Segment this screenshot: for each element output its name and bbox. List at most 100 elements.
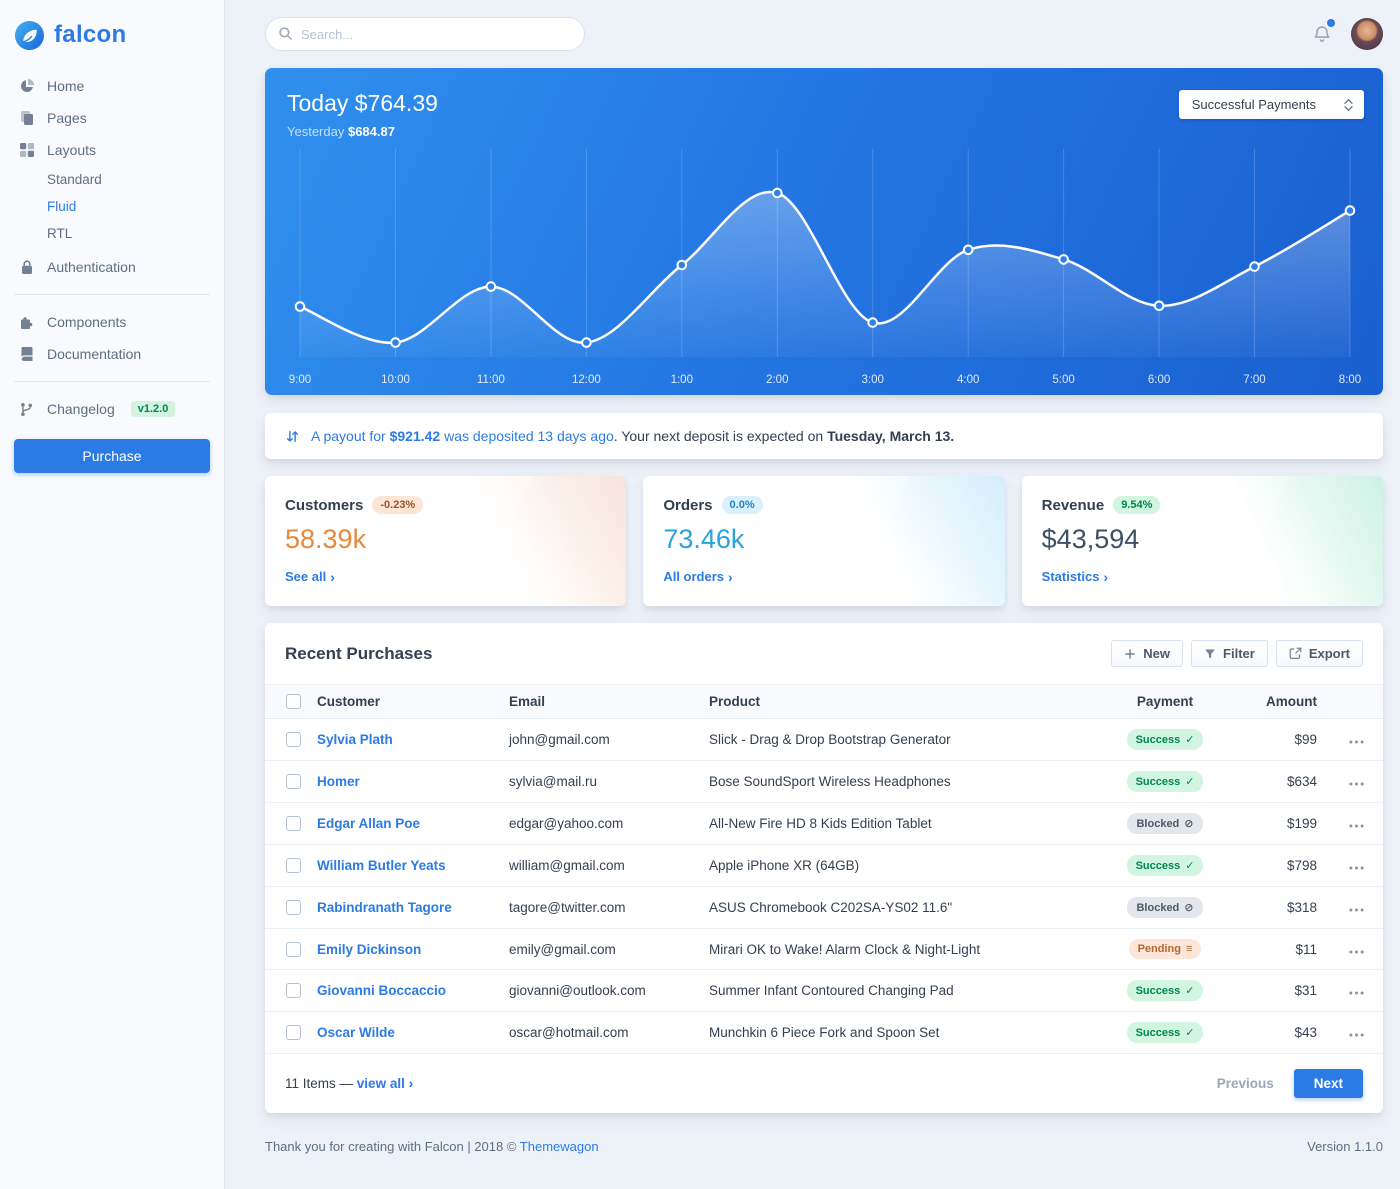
avatar[interactable] (1351, 18, 1383, 50)
row-checkbox[interactable] (286, 900, 301, 915)
sidebar-divider (14, 294, 210, 295)
table-row: Homer sylvia@mail.ru Bose SoundSport Wirel… (265, 760, 1383, 803)
payment-status-badge: Success ✓ (1126, 855, 1204, 876)
payment-status-badge: Success ✓ (1126, 980, 1204, 1001)
view-all-link[interactable]: view all › (356, 1075, 414, 1091)
customer-link[interactable]: Homer (317, 774, 360, 789)
recent-purchases-card: Recent Purchases New Filter Export Custome… (265, 623, 1383, 1113)
sidebar: falcon Home Pages Layouts Standard Fluid RTL A… (0, 0, 225, 1189)
amount-cell: $634 (1241, 760, 1329, 803)
footer-version: Version 1.1.0 (1307, 1139, 1383, 1154)
lock-icon (18, 259, 35, 275)
column-header-product: Product (697, 684, 1089, 719)
svg-text:3:00: 3:00 (862, 374, 884, 386)
sidebar-item-documentation[interactable]: Documentation (14, 338, 210, 370)
customer-link[interactable]: Rabindranath Tagore (317, 900, 452, 915)
filter-icon (1204, 648, 1216, 660)
row-checkbox[interactable] (286, 941, 301, 957)
stat-link-see-all[interactable]: See all › (285, 568, 335, 585)
customer-link[interactable]: William Butler Yeats (317, 858, 446, 873)
brand[interactable]: falcon (14, 0, 210, 70)
payout-arrows-icon (285, 429, 300, 444)
row-actions-button[interactable] (1346, 905, 1367, 915)
payments-type-select[interactable]: Successful Payments (1178, 90, 1364, 119)
payout-banner: A payout for $921.42 was deposited 13 da… (265, 413, 1383, 459)
stat-link-statistics[interactable]: Statistics › (1041, 568, 1109, 585)
row-checkbox[interactable] (286, 1025, 301, 1040)
stream-icon: ≡ (1185, 943, 1193, 955)
stat-link-all-orders[interactable]: All orders › (663, 568, 733, 585)
main-content: Today $764.39 Yesterday $684.87 Successf… (225, 0, 1400, 1189)
sidebar-item-label: Layouts (47, 142, 97, 158)
sidebar-item-changelog[interactable]: Changelog v1.2.0 (14, 393, 210, 425)
row-actions-button[interactable] (1346, 1030, 1367, 1040)
plus-icon (1124, 648, 1136, 660)
svg-text:7:00: 7:00 (1243, 374, 1265, 386)
customer-link[interactable]: Edgar Allan Poe (317, 816, 421, 831)
sidebar-item-layouts[interactable]: Layouts (14, 134, 210, 166)
items-count: 11 Items — view all › (285, 1075, 414, 1091)
sidebar-submenu-layouts: Standard Fluid RTL (14, 166, 210, 251)
sidebar-item-components[interactable]: Components (14, 306, 210, 338)
svg-text:5:00: 5:00 (1052, 374, 1074, 386)
sidebar-item-fluid[interactable]: Fluid (47, 199, 77, 214)
sidebar-item-standard[interactable]: Standard (47, 172, 102, 187)
sidebar-nav: Home Pages Layouts Standard Fluid RTL Authenti… (14, 70, 210, 425)
svg-text:9:00: 9:00 (289, 374, 311, 386)
new-button[interactable]: New (1111, 640, 1184, 667)
row-actions-button[interactable] (1346, 821, 1367, 831)
row-checkbox[interactable] (286, 774, 301, 789)
customer-link[interactable]: Giovanni Boccaccio (317, 983, 447, 998)
ban-icon: ⊘ (1184, 818, 1194, 830)
falcon-logo-icon (14, 20, 45, 51)
email-cell: john@gmail.com (497, 718, 697, 761)
sidebar-item-label: Documentation (47, 346, 142, 362)
customer-link[interactable]: Sylvia Plath (317, 732, 393, 747)
row-actions-button[interactable] (1346, 863, 1367, 873)
row-checkbox[interactable] (286, 858, 301, 873)
svg-text:8:00: 8:00 (1339, 374, 1361, 386)
payment-status-badge: Blocked ⊘ (1127, 813, 1203, 834)
product-cell: Apple iPhone XR (64GB) (697, 844, 1089, 887)
table-row: Edgar Allan Poe edgar@yahoo.com All-New Fi… (265, 802, 1383, 845)
svg-text:6:00: 6:00 (1148, 374, 1170, 386)
customer-link[interactable]: Oscar Wilde (317, 1025, 395, 1040)
bell-icon (1313, 25, 1331, 43)
previous-button[interactable]: Previous (1216, 1076, 1274, 1091)
row-actions-button[interactable] (1346, 988, 1367, 998)
row-actions-button[interactable] (1346, 779, 1367, 789)
sidebar-item-pages[interactable]: Pages (14, 102, 210, 134)
purchase-button[interactable]: Purchase (14, 439, 210, 473)
search-input[interactable] (265, 17, 585, 51)
sidebar-item-rtl[interactable]: RTL (47, 226, 73, 241)
export-button[interactable]: Export (1275, 640, 1363, 667)
stat-title: Orders (663, 496, 713, 514)
filter-button[interactable]: Filter (1191, 640, 1268, 667)
chevron-right-icon: › (728, 568, 733, 585)
payout-link[interactable]: A payout for $921.42 was deposited 13 da… (311, 428, 614, 444)
table-row: Oscar Wilde oscar@hotmail.com Munchkin 6 P… (265, 1011, 1383, 1054)
themewagon-link[interactable]: Themewagon (519, 1139, 599, 1154)
customer-link[interactable]: Emily Dickinson (317, 941, 422, 957)
select-all-checkbox[interactable] (286, 694, 301, 709)
sidebar-item-home[interactable]: Home (14, 70, 210, 102)
row-checkbox[interactable] (286, 983, 301, 998)
email-cell: william@gmail.com (497, 844, 697, 887)
table-row: Giovanni Boccaccio giovanni@outlook.com Su… (265, 969, 1383, 1012)
row-checkbox[interactable] (286, 732, 301, 747)
chart-header: Today $764.39 Yesterday $684.87 Successf… (265, 68, 1383, 139)
notifications-button[interactable] (1309, 19, 1335, 47)
payment-status-badge: Blocked ⊘ (1127, 897, 1203, 918)
column-header-customer: Customer (305, 684, 497, 719)
brand-name: falcon (54, 21, 127, 48)
row-actions-button[interactable] (1346, 947, 1367, 957)
sidebar-item-authentication[interactable]: Authentication (14, 251, 210, 283)
chevron-right-icon: › (408, 1075, 414, 1091)
row-actions-button[interactable] (1346, 737, 1367, 747)
stats-row: Customers -0.23% 58.39k See all › Orders 0.0% 7… (265, 476, 1383, 606)
payout-text: A payout for $921.42 was deposited 13 da… (311, 428, 955, 444)
row-checkbox[interactable] (286, 816, 301, 831)
email-cell: sylvia@mail.ru (497, 760, 697, 803)
select-chevrons-icon (1344, 98, 1353, 112)
next-button[interactable]: Next (1293, 1069, 1363, 1098)
